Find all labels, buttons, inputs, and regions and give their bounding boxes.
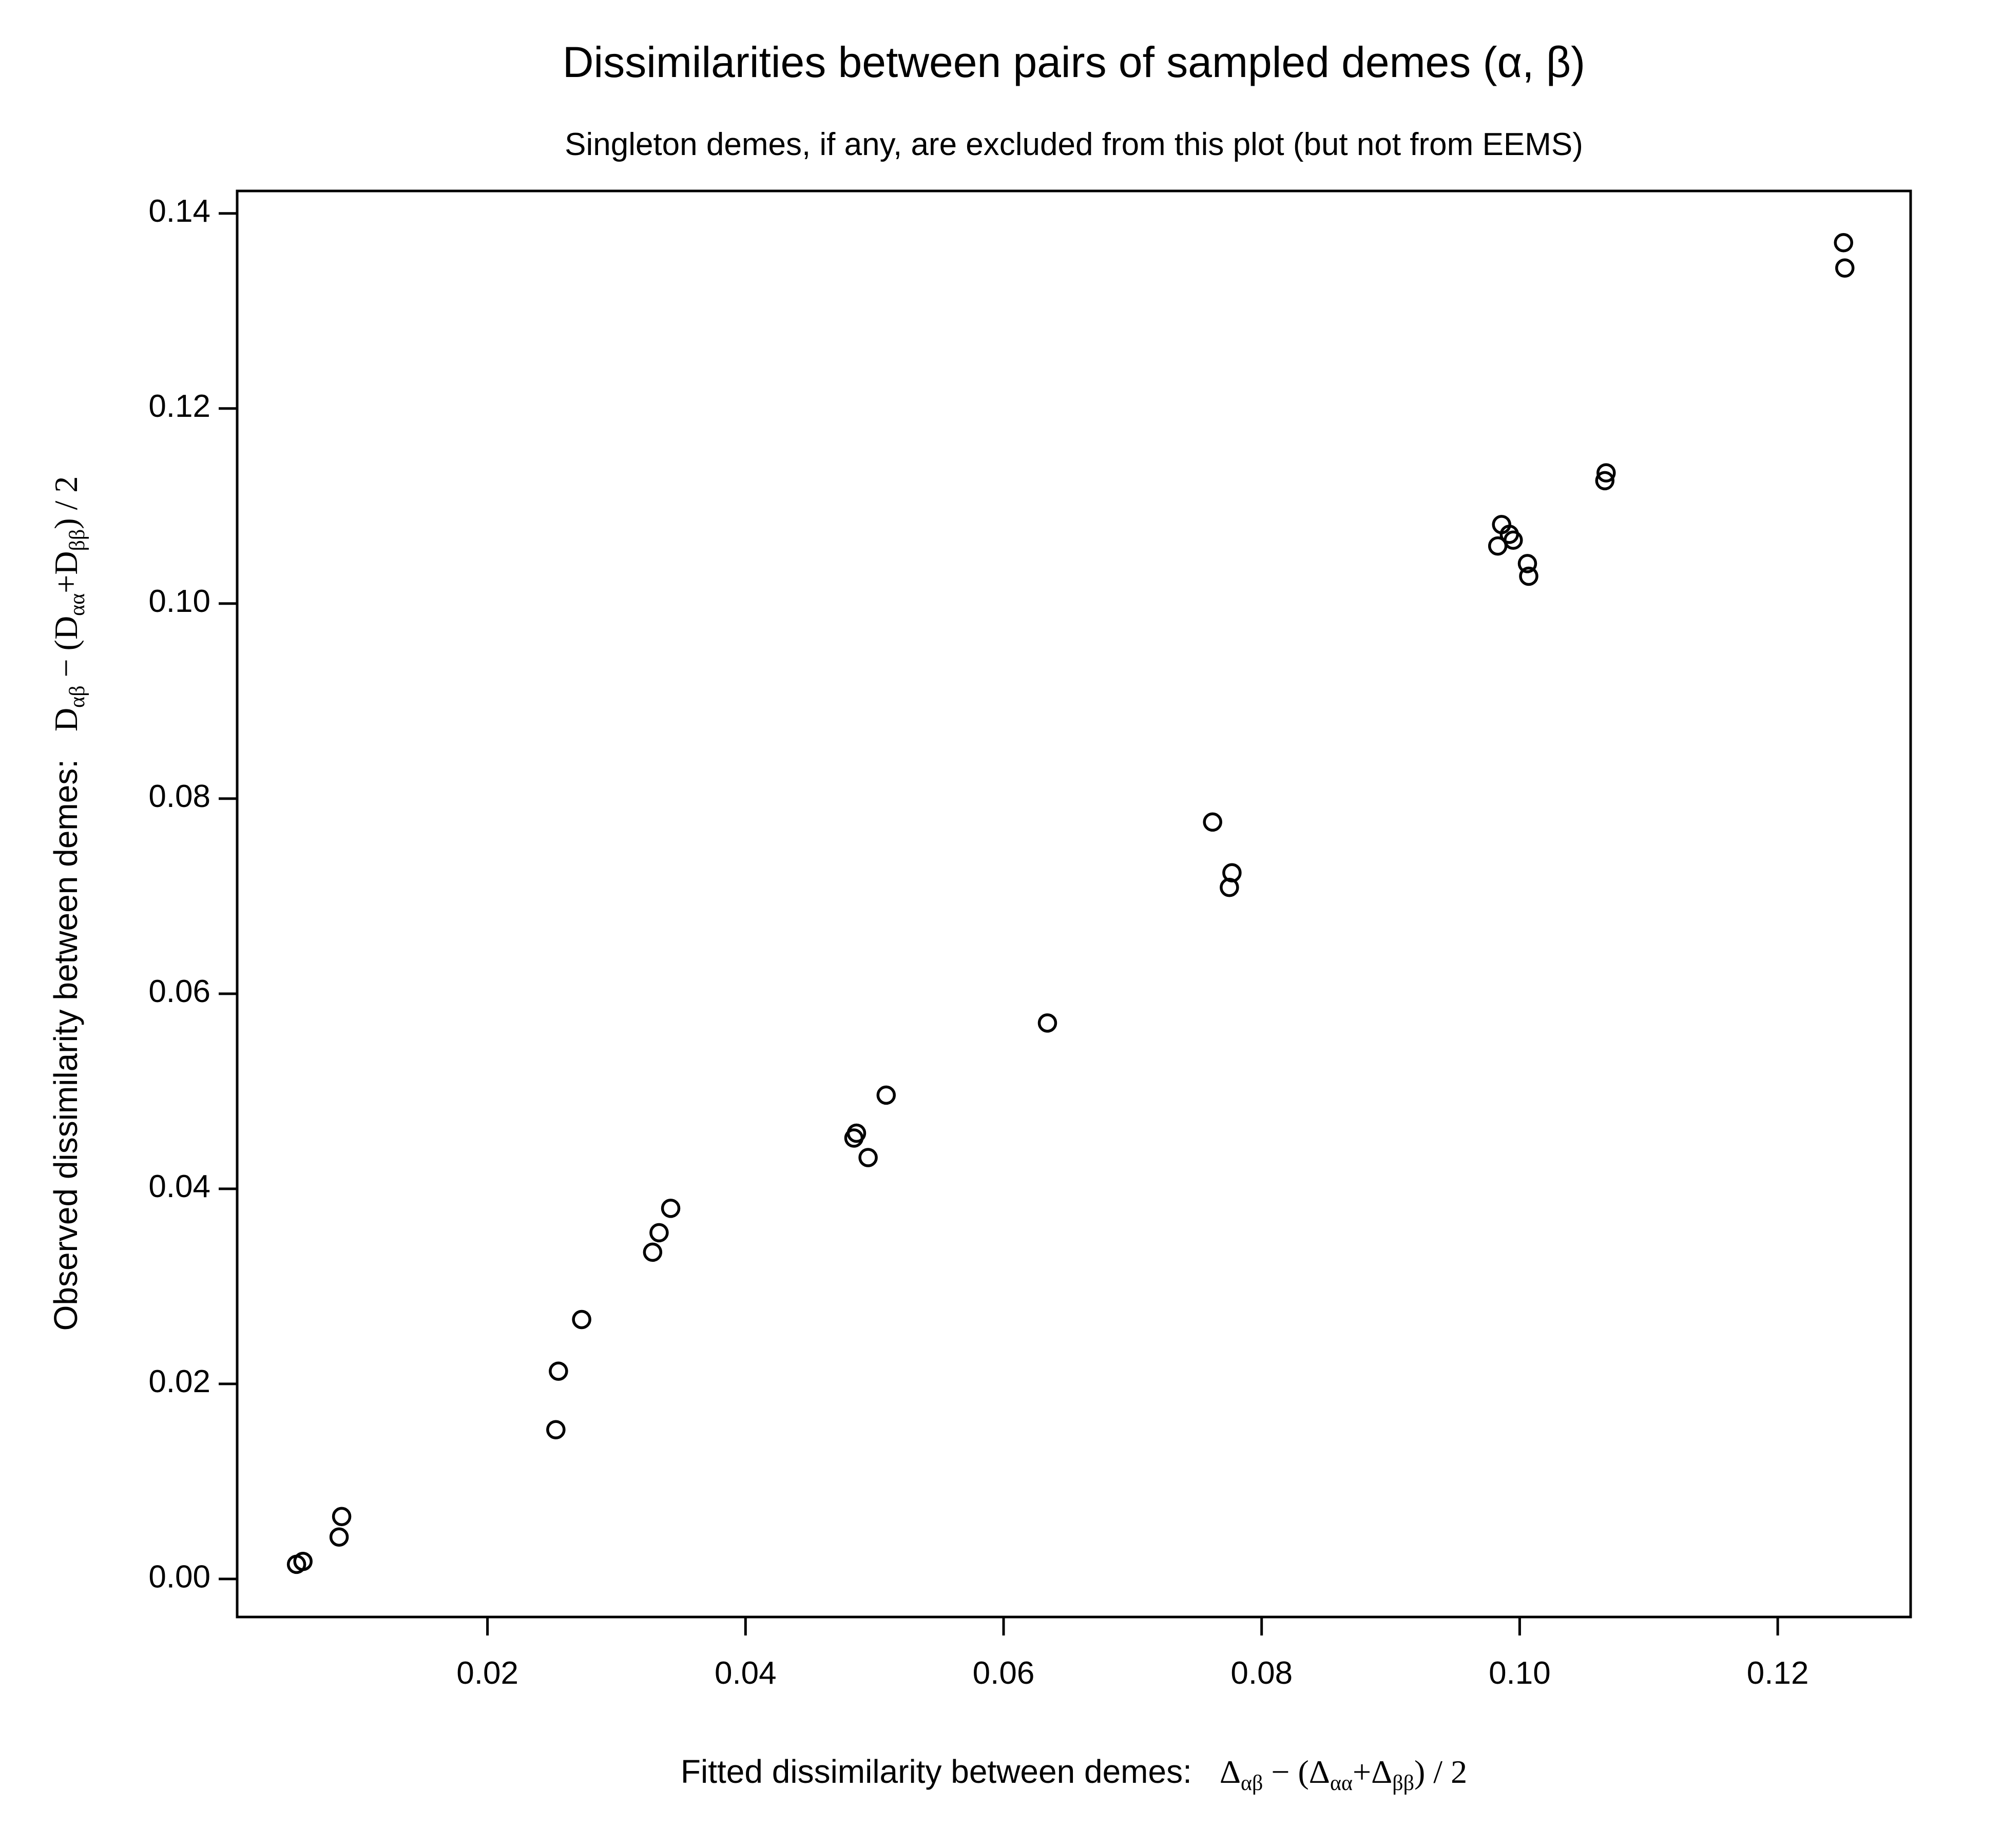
chart-subtitle: Singleton demes, if any, are excluded fr… (565, 127, 1583, 162)
y-tick-label: 0.10 (148, 584, 210, 619)
y-axis: 0.00 0.02 0.04 0.06 0.08 0.10 0.12 0.14 (148, 194, 239, 1594)
data-point (1595, 471, 1615, 491)
y-tick-label: 0.06 (148, 974, 210, 1009)
data-point (1037, 1013, 1057, 1033)
x-tick-label: 0.04 (715, 1656, 777, 1691)
y-axis-label-text: Observed dissimilarity between demes: (47, 759, 84, 1331)
data-point (332, 1507, 352, 1527)
y-tick-label: 0.02 (148, 1364, 210, 1399)
data-point (329, 1527, 349, 1547)
data-point (1517, 554, 1537, 573)
x-tick-label: 0.08 (1230, 1656, 1293, 1691)
x-tick-label: 0.12 (1747, 1656, 1809, 1691)
data-point (572, 1310, 591, 1330)
data-point (649, 1223, 669, 1243)
data-point (876, 1085, 896, 1105)
x-tick-label: 0.10 (1489, 1656, 1551, 1691)
data-point (643, 1242, 663, 1262)
x-axis-label: Fitted dissimilarity between demes: Δαβ … (681, 1753, 1467, 1795)
data-point (1519, 566, 1538, 586)
x-axis: 0.02 0.04 0.06 0.08 0.10 0.12 (456, 1615, 1809, 1691)
y-tick-label: 0.04 (148, 1169, 210, 1204)
data-point (1835, 258, 1855, 278)
data-point (549, 1361, 568, 1381)
data-point (1222, 863, 1242, 882)
data-point (293, 1551, 313, 1571)
x-tick-label: 0.02 (456, 1656, 518, 1691)
data-point (661, 1199, 681, 1218)
x-axis-label-formula: Δαβ − (Δαα+Δββ) / 2 (1220, 1754, 1467, 1795)
data-points (286, 233, 1855, 1574)
y-tick-label: 0.08 (148, 779, 210, 814)
y-tick-label: 0.00 (148, 1559, 210, 1594)
y-tick-label: 0.14 (148, 194, 210, 229)
x-tick-label: 0.06 (973, 1656, 1035, 1691)
y-tick-label: 0.12 (148, 389, 210, 424)
data-point (846, 1123, 867, 1143)
plot-frame (236, 189, 1912, 1619)
y-axis-label: Observed dissimilarity between demes: Dα… (47, 476, 89, 1331)
data-point (1504, 530, 1523, 550)
data-point (858, 1148, 878, 1167)
x-axis-label-text: Fitted dissimilarity between demes: (681, 1753, 1192, 1790)
data-point (1834, 233, 1854, 253)
data-point (1596, 463, 1616, 483)
data-point (546, 1420, 566, 1439)
y-axis-label-formula: Dαβ − (Dαα+Dββ) / 2 (48, 476, 89, 732)
data-point (1203, 812, 1222, 832)
chart-title: Dissimilarities between pairs of sampled… (563, 38, 1585, 86)
